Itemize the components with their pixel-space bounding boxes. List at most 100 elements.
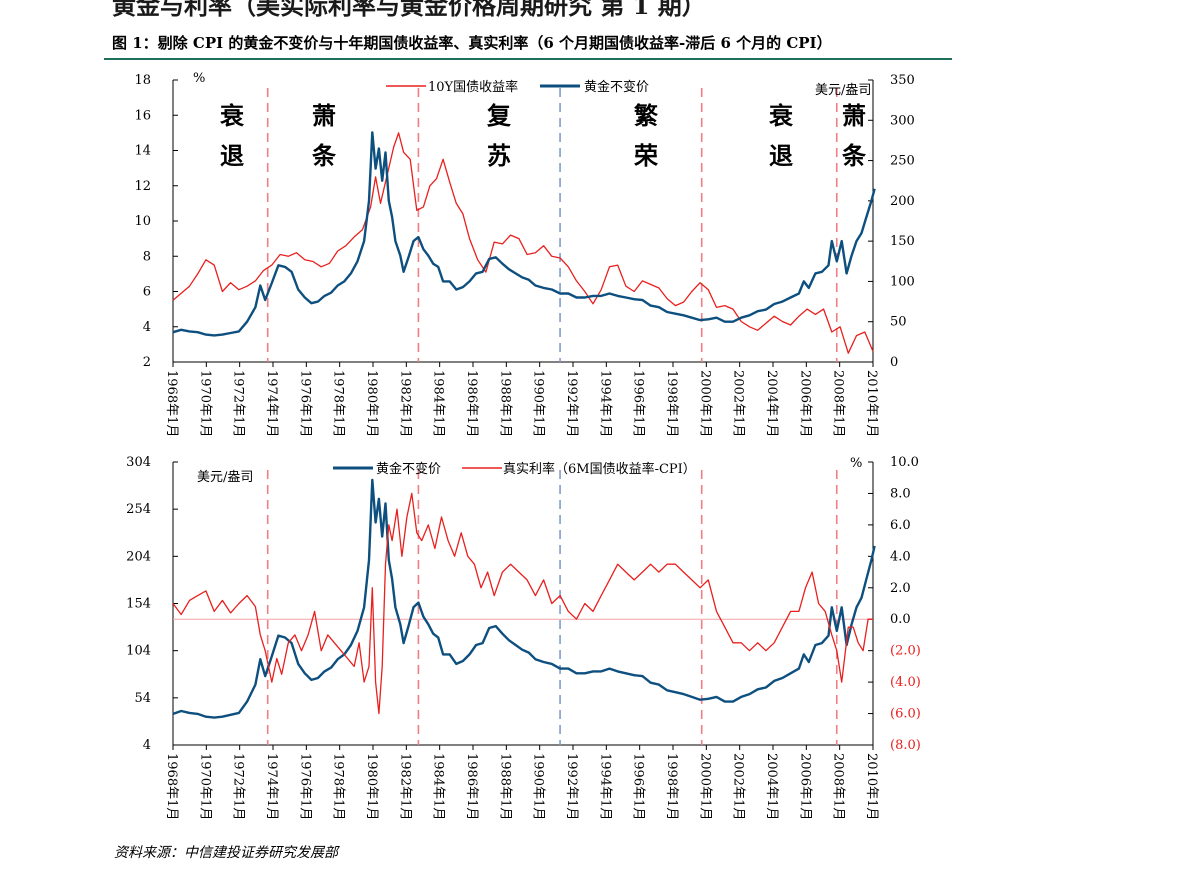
chart2-legend-label: 真实利率（6M国债收益率-CPI） (503, 461, 696, 477)
chart1-x-tick-label: 1972年1月 (231, 370, 246, 437)
chart1-left-tick-label: 18 (134, 73, 151, 88)
chart2-x-tick-label: 1986年1月 (464, 753, 479, 820)
chart1-x-tick-label: 1996年1月 (631, 370, 646, 437)
chart2-x-tick-label: 2000年1月 (697, 753, 712, 820)
chart2-x-tick-label: 1996年1月 (631, 753, 646, 820)
phase-label: 繁 (634, 101, 659, 130)
chart2-left-tick-label: 304 (126, 455, 151, 470)
phase-label: 荣 (634, 141, 658, 170)
phase-label: 退 (220, 141, 244, 170)
chart1-x-tick-label: 1988年1月 (497, 370, 512, 437)
source-note: 资料来源：中信建投证券研究发展部 (114, 845, 338, 861)
chart2-left-unit: 美元/盎司 (197, 470, 253, 485)
chart1-right-tick-label: 50 (890, 315, 907, 330)
chart2-x-tick-label: 1976年1月 (297, 753, 312, 820)
title-rule (104, 58, 952, 60)
chart1-x-tick-label: 2000年1月 (697, 370, 712, 437)
chart2-x-tick-label: 2010年1月 (864, 753, 879, 820)
chart2-left-tick-label: 254 (126, 502, 151, 517)
chart2-x-tick-label: 2006年1月 (797, 753, 812, 820)
chart2-x-tick-label: 1982年1月 (397, 753, 412, 820)
chart2-right-tick-label: (2.0) (890, 644, 921, 659)
chart1-x-tick-label: 1984年1月 (431, 370, 446, 437)
phase-label: 萧 (312, 101, 336, 130)
chart1-right-tick-label: 150 (890, 234, 915, 249)
chart1-legend-label: 10Y国债收益率 (428, 79, 518, 95)
chart1-right-unit: 美元/盎司 (815, 83, 871, 98)
chart1-x-tick-label: 1968年1月 (164, 370, 179, 437)
chart1-right-tick-label: 250 (890, 154, 915, 169)
chart1-left-tick-label: 8 (143, 249, 151, 264)
chart1-right-tick-label: 0 (890, 355, 898, 370)
chart2-right-tick-label: 6.0 (890, 518, 911, 533)
phase-label: 条 (312, 141, 337, 170)
chart2-x-tick-label: 1990年1月 (531, 753, 546, 820)
phase-label: 复 (486, 101, 512, 130)
chart2-right-tick-label: 8.0 (890, 486, 911, 501)
chart1-left-tick-label: 14 (134, 144, 151, 159)
chart1-x-tick-label: 1978年1月 (331, 370, 346, 437)
chart1-x-tick-label: 1998年1月 (664, 370, 679, 437)
chart2-left-tick-label: 54 (134, 691, 151, 706)
chart1-x-tick-label: 1970年1月 (197, 370, 212, 437)
chart2-x-tick-label: 1970年1月 (197, 753, 212, 820)
chart2-left-tick-label: 154 (126, 597, 151, 612)
chart1-left-tick-label: 10 (134, 214, 151, 229)
chart2-series-rate (172, 492, 873, 715)
figure-title: 图 1：剔除 CPI 的黄金不变价与十年期国债收益率、真实利率（6 个月期国债收… (112, 34, 832, 52)
chart1-right-tick-label: 300 (890, 113, 915, 128)
chart1-left-unit: % (193, 71, 205, 86)
chart2-right-tick-label: (4.0) (890, 675, 921, 690)
chart2-left-tick-label: 4 (143, 738, 151, 753)
page-heading: 黄金与利率（美实际利率与黄金价格周期研究 第 1 期） (112, 0, 706, 20)
chart1-x-tick-label: 1992年1月 (564, 370, 579, 437)
chart1-left-tick-label: 2 (143, 355, 151, 370)
chart2-x-tick-label: 1994年1月 (597, 753, 612, 820)
chart1-left-tick-label: 16 (134, 108, 151, 123)
chart1-right-tick-label: 350 (890, 73, 915, 88)
phase-label: 衰 (768, 101, 794, 130)
chart1-right-tick-label: 100 (890, 274, 915, 289)
chart2-x-tick-label: 1968年1月 (164, 753, 179, 820)
chart2-right-tick-label: 0.0 (890, 612, 911, 627)
chart2-x-tick-label: 1992年1月 (564, 753, 579, 820)
chart2-right-tick-label: (6.0) (890, 707, 921, 722)
chart2-right-tick-label: (8.0) (890, 738, 921, 753)
chart2-right-unit: % (850, 456, 862, 471)
chart2-series-gold-price (172, 478, 876, 719)
phase-label: 苏 (487, 141, 511, 170)
chart1-left-tick-label: 4 (143, 320, 151, 335)
chart1-left-tick-label: 12 (134, 179, 151, 194)
chart2-x-tick-label: 2008年1月 (831, 753, 846, 820)
chart2-x-tick-label: 2002年1月 (731, 753, 746, 820)
chart2-x-tick-label: 1972年1月 (231, 753, 246, 820)
chart1-x-tick-label: 1976年1月 (297, 370, 312, 437)
chart1-left-tick-label: 6 (143, 285, 151, 300)
chart1-series-gold-price (172, 131, 876, 337)
phase-label: 条 (842, 141, 867, 170)
chart1-x-tick-label: 1982年1月 (397, 370, 412, 437)
chart2-left-tick-label: 104 (126, 644, 151, 659)
chart1-x-tick-label: 1974年1月 (264, 370, 279, 437)
chart1-x-tick-label: 2008年1月 (831, 370, 846, 437)
chart1-x-tick-label: 1980年1月 (364, 370, 379, 437)
chart1-legend-label: 黄金不变价 (584, 79, 649, 95)
chart1-x-tick-label: 2002年1月 (731, 370, 746, 437)
chart1-right-tick-label: 200 (890, 194, 915, 209)
chart2-x-tick-label: 1984年1月 (431, 753, 446, 820)
chart1-series-rate (172, 132, 874, 354)
chart1-x-tick-label: 2006年1月 (797, 370, 812, 437)
phase-label: 退 (769, 141, 793, 170)
chart1-x-tick-label: 1986年1月 (464, 370, 479, 437)
chart2-right-tick-label: 4.0 (890, 549, 911, 564)
chart2-x-tick-label: 2004年1月 (764, 753, 779, 820)
chart1-x-tick-label: 1990年1月 (531, 370, 546, 437)
chart2-left-tick-label: 204 (126, 549, 151, 564)
chart1-x-tick-label: 1994年1月 (597, 370, 612, 437)
chart2-x-tick-label: 1988年1月 (497, 753, 512, 820)
chart2-legend-label: 黄金不变价 (376, 461, 441, 477)
chart1-x-tick-label: 2004年1月 (764, 370, 779, 437)
chart2-right-tick-label: 2.0 (890, 581, 911, 596)
phase-label: 萧 (842, 101, 866, 130)
